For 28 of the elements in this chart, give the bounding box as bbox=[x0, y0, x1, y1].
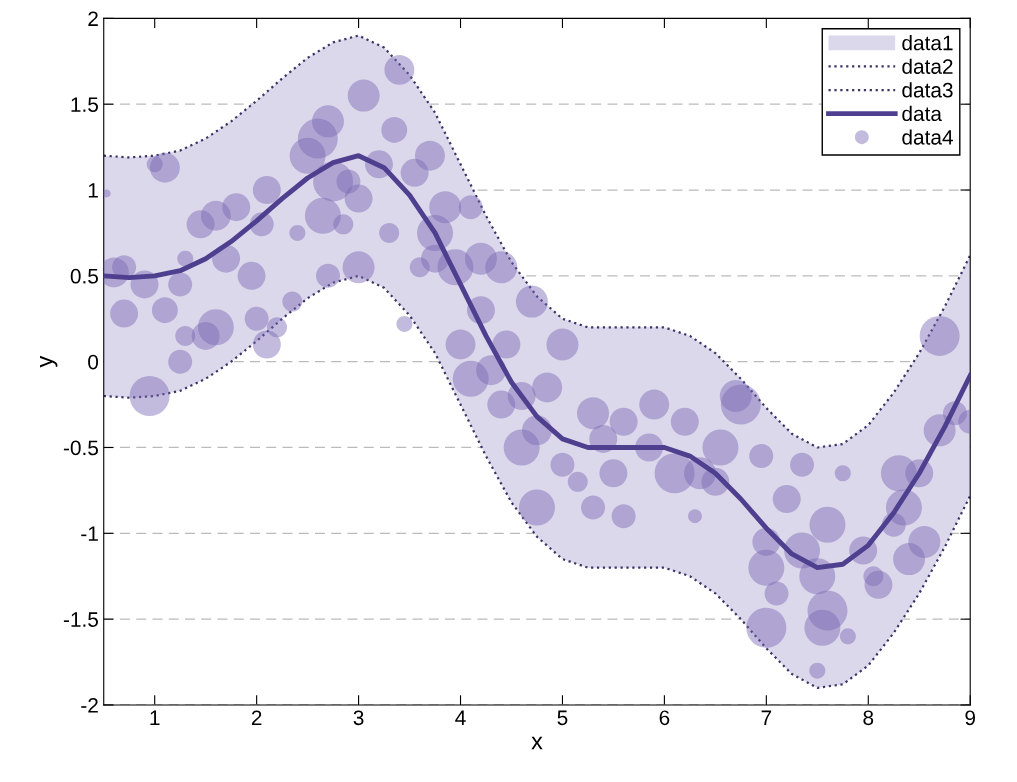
legend-label: data bbox=[902, 105, 942, 122]
x-tick-label: 1 bbox=[150, 710, 160, 725]
x-tick-label: 8 bbox=[863, 710, 874, 726]
y-tick-label: 1.5 bbox=[71, 97, 98, 112]
legend-label: data2 bbox=[902, 58, 953, 74]
line-series bbox=[103, 153, 971, 571]
y-tick-label: -1.5 bbox=[63, 612, 98, 627]
legend-label: data3 bbox=[902, 82, 953, 98]
y-axis-title: y bbox=[40, 355, 58, 368]
y-tick-label: 2 bbox=[88, 11, 98, 26]
line-series bbox=[103, 274, 971, 689]
y-tick-label: 1 bbox=[88, 183, 98, 198]
x-tick-label: 2 bbox=[251, 710, 262, 725]
y-tick-label: -1 bbox=[81, 526, 98, 541]
x-tick-label: 3 bbox=[353, 710, 364, 726]
x-tick-label: 4 bbox=[455, 710, 466, 725]
x-tick-label: 6 bbox=[659, 710, 670, 726]
y-tick-label: 0.5 bbox=[70, 268, 98, 284]
x-axis-title: x bbox=[531, 736, 543, 750]
legend-label: data4 bbox=[902, 129, 953, 145]
y-tick-label: -2 bbox=[81, 697, 98, 713]
y-tick-label: -0.5 bbox=[63, 440, 98, 456]
x-tick-label: 5 bbox=[557, 710, 568, 726]
y-tick-label: 0 bbox=[88, 354, 99, 370]
line-series bbox=[103, 34, 971, 449]
x-tick-label: 9 bbox=[965, 710, 976, 726]
legend-label: data1 bbox=[902, 35, 953, 51]
x-tick-label: 7 bbox=[761, 710, 772, 725]
